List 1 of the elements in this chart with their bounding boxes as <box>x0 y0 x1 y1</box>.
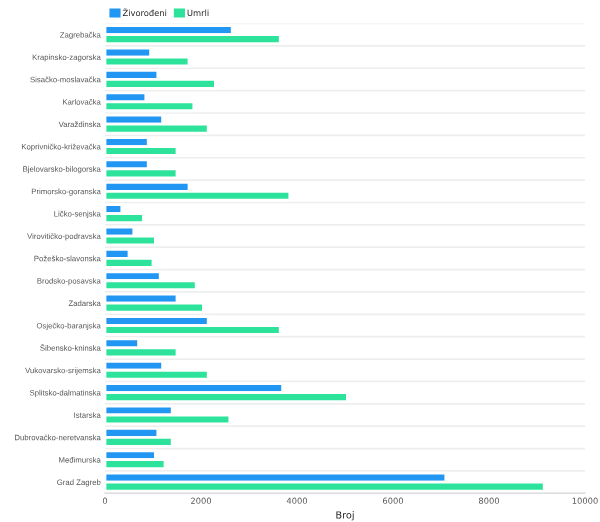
bar <box>105 480 546 493</box>
